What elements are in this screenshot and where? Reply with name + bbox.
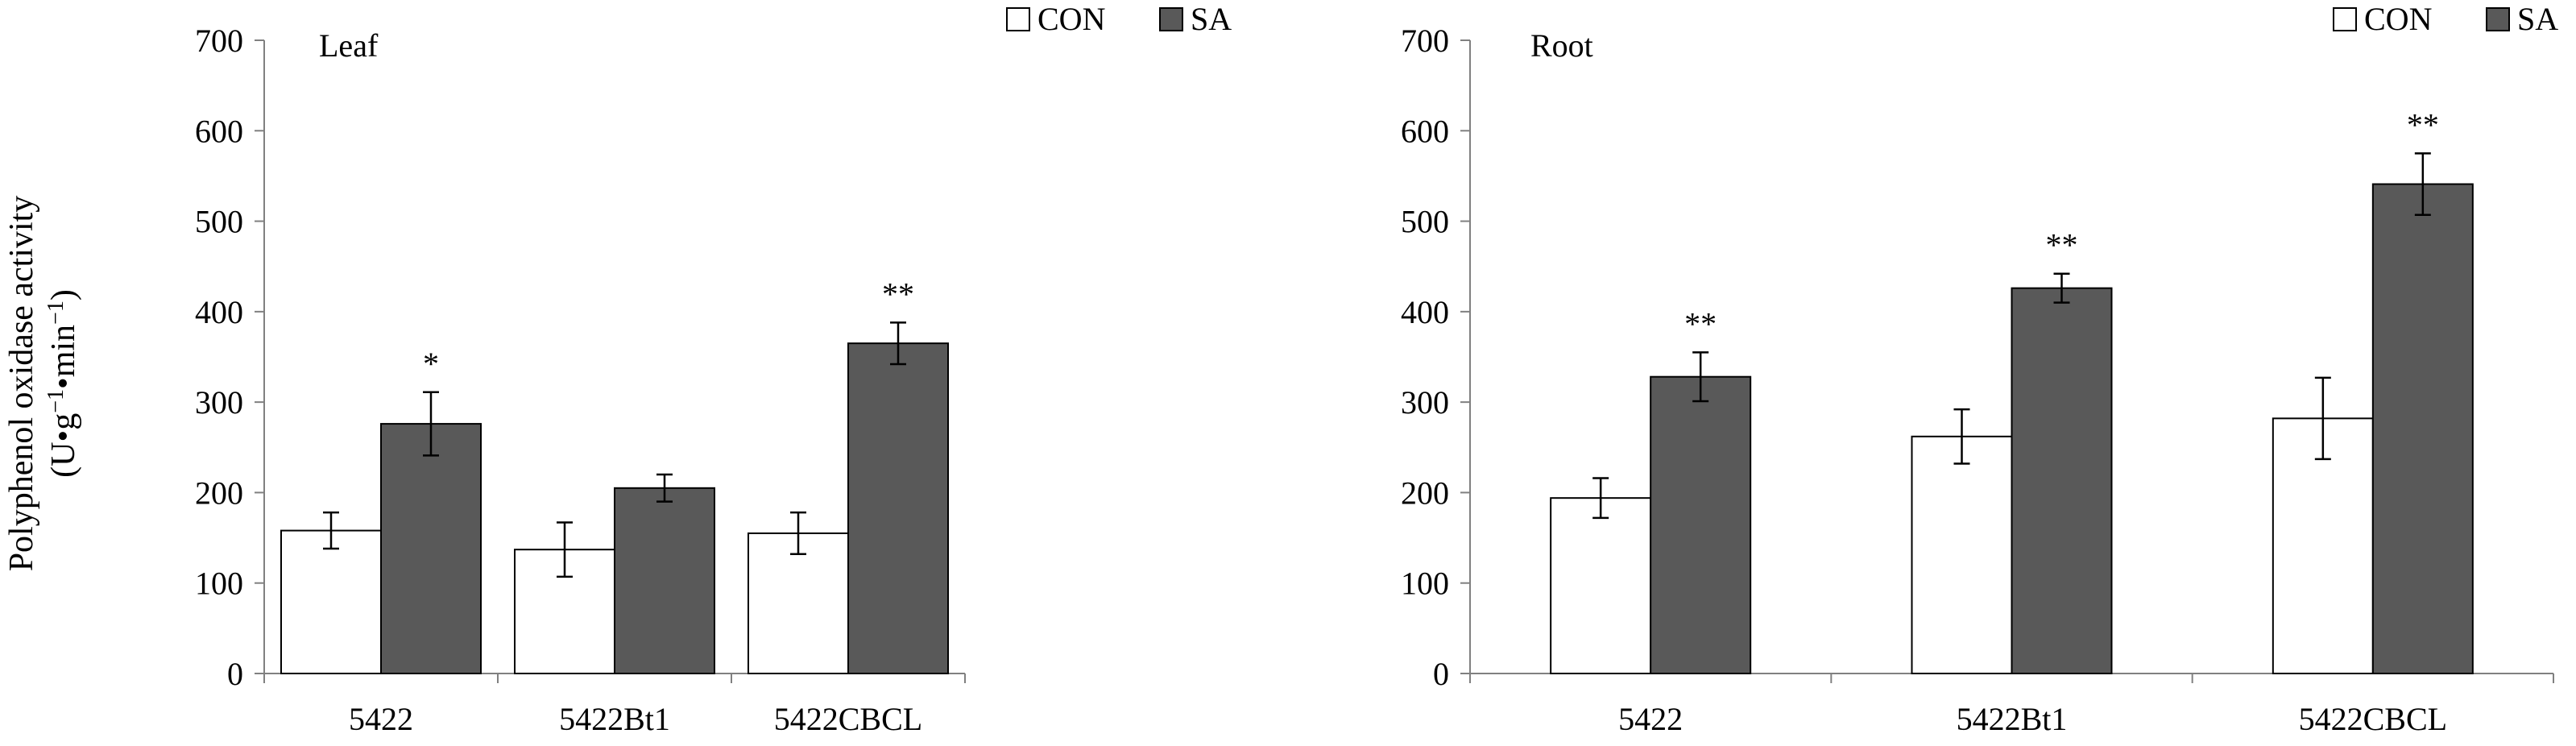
legend-label-sa: SA <box>1191 1 1232 37</box>
significance-marker: ** <box>2046 227 2078 263</box>
con-bar <box>280 529 382 674</box>
legend: CON SA <box>1006 1 1232 37</box>
legend-label-con: CON <box>1037 1 1105 37</box>
y-tick-label: 600 <box>195 113 243 149</box>
y-tick-label: 300 <box>1401 384 1449 421</box>
sa-bar <box>2371 183 2474 674</box>
y-tick-label: 700 <box>1401 23 1449 59</box>
con-bar <box>1550 497 1652 674</box>
y-tick-label: 500 <box>195 204 243 240</box>
x-category-label: 5422CBCL <box>774 701 922 737</box>
leaf-panel: 0 100 200 300 400 500 600 700 * 5422 5422Bt1 ** 5422… <box>195 1 1232 737</box>
y-tick-label: 400 <box>195 294 243 330</box>
legend-swatch-con <box>1006 7 1030 31</box>
sa-bar <box>1650 375 1752 674</box>
x-category-label: 5422CBCL <box>2299 701 2447 737</box>
y-axis-label-min: min <box>45 325 82 377</box>
root-panel: 0 100 200 300 400 500 600 700 ** 5422 ** 5422Bt1 ** 5… <box>1401 1 2558 737</box>
y-axis-label: Polyphenol oxidase activity (U•g−1•min−1… <box>3 196 82 572</box>
y-axis-label-dot2: • <box>45 377 82 389</box>
significance-marker: ** <box>1684 305 1717 342</box>
x-category-label: 5422 <box>349 701 413 737</box>
y-tick-label: 100 <box>1401 566 1449 602</box>
y-tick-label: 500 <box>1401 204 1449 240</box>
y-axis-label-prefix: (U <box>45 442 82 478</box>
y-tick-label: 600 <box>1401 113 1449 149</box>
x-category-label: 5422Bt1 <box>559 701 670 737</box>
y-tick-label: 0 <box>1433 656 1449 692</box>
x-category-label: 5422 <box>1618 701 1683 737</box>
y-tick-label: 400 <box>1401 294 1449 330</box>
y-axis-label-suffix: ) <box>45 289 82 300</box>
sa-bar <box>2011 287 2113 674</box>
x-category-label: 5422Bt1 <box>1957 701 2068 737</box>
y-axis-label-line1: Polyphenol oxidase activity <box>3 196 40 572</box>
significance-marker: * <box>423 346 439 382</box>
panel-title: Leaf <box>319 27 379 64</box>
y-tick-label: 200 <box>1401 475 1449 511</box>
significance-marker: ** <box>882 276 914 312</box>
y-tick-label: 300 <box>195 384 243 421</box>
legend-label-con: CON <box>2364 1 2432 37</box>
y-tick-label: 700 <box>195 23 243 59</box>
y-axis-label-line2: (U•g−1•min−1) <box>43 289 82 478</box>
y-axis-label-g: g <box>45 413 82 430</box>
significance-marker: ** <box>2407 106 2439 143</box>
legend-swatch-con <box>2333 7 2357 31</box>
panel-title: Root <box>1530 27 1593 64</box>
y-axis-label-sup2: −1 <box>43 300 68 325</box>
sa-bar <box>380 423 482 674</box>
y-tick-label: 200 <box>195 475 243 511</box>
con-bar <box>748 532 849 675</box>
sa-bar <box>847 342 949 674</box>
legend-swatch-sa <box>2486 7 2510 31</box>
sa-bar <box>614 487 715 674</box>
y-axis-label-sup1: −1 <box>43 389 68 413</box>
legend-swatch-sa <box>1159 7 1183 31</box>
legend: CON SA <box>2333 1 2558 37</box>
y-tick-label: 100 <box>195 566 243 602</box>
y-axis-label-dot1: • <box>45 430 82 442</box>
y-tick-label: 0 <box>227 656 243 692</box>
con-bar <box>1911 435 2013 674</box>
legend-label-sa: SA <box>2517 1 2558 37</box>
